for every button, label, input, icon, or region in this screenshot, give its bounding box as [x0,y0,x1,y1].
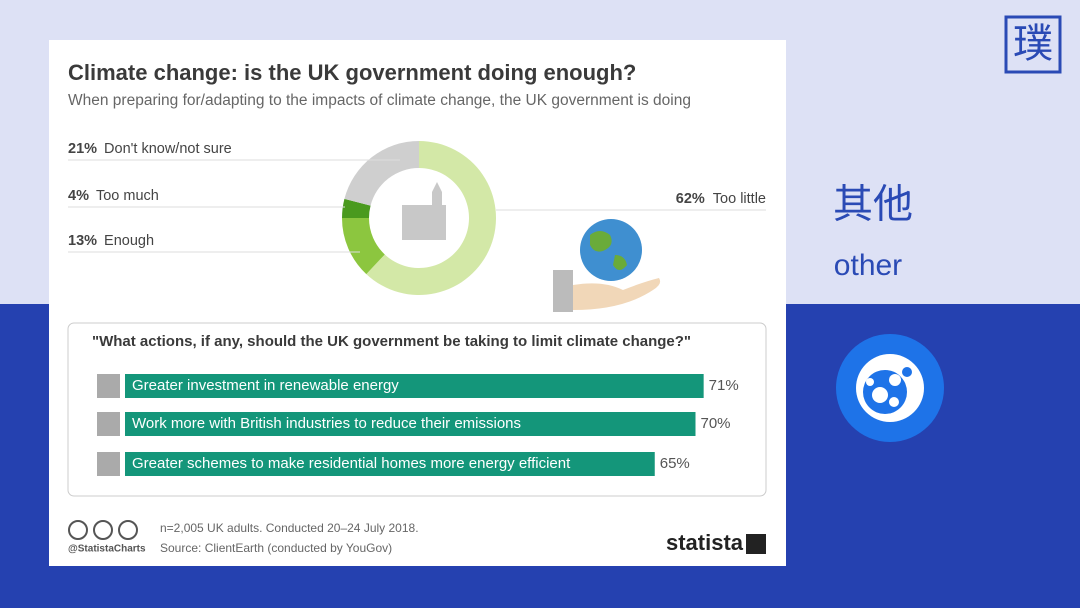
brand-mark [746,534,766,554]
big-ben [402,182,446,240]
globe-hand [553,219,661,312]
bar-icon [97,452,120,476]
slice-label: 62% Too little [676,191,766,207]
slice [342,198,371,218]
value-label: 65% [660,455,690,472]
bar-category: Greater schemes to make residential home… [132,455,571,472]
bar-title: "What actions, if any, should the UK gov… [92,333,691,350]
logo: 璞 [1013,21,1053,67]
donut: 62% Too little 13% Enough 4% Too much 21% Don't… [68,141,766,295]
subtitle: When preparing for/adapting to the impac… [68,92,691,109]
value-label: 62% [676,191,705,207]
bar [125,452,655,476]
value-label: 70% [701,415,731,432]
handle: @StatistaCharts [68,544,146,555]
note: n=2,005 UK adults. Conducted 20–24 July … [160,521,419,535]
label-zh: 其他 [833,183,913,227]
value-label: 21% [68,141,97,157]
slice-label: 13% Enough [68,233,154,249]
icon [836,334,944,442]
category: Too little [713,191,766,207]
slice [342,218,385,275]
slice-label: 21% Don't know/not sure [68,141,232,157]
logo-box [1004,15,1062,74]
bar-category: Greater investment in renewable energy [132,377,399,394]
bar [125,412,696,436]
card [49,40,786,566]
category: Enough [104,233,154,249]
bar-icon [97,412,120,436]
bar-box [67,322,767,497]
category: Too much [96,188,159,204]
category: Don't know/not sure [104,141,232,157]
bar-category: Work more with British industries to red… [132,415,521,432]
label-en: other [834,249,902,282]
slice [344,141,419,206]
cc-icons [68,520,138,540]
title: Climate change: is the UK government doi… [68,60,636,85]
slice-label: 4% Too much [68,188,159,204]
bars: Greater investment in renewable energy 71… [97,374,739,476]
brand: statista [666,530,744,555]
value-label: 4% [68,188,89,204]
bar [125,374,704,398]
value-label: 71% [709,377,739,394]
slice [366,141,497,295]
bar-icon [97,374,120,398]
value-label: 13% [68,233,97,249]
source: Source: ClientEarth (conducted by YouGov… [160,541,392,555]
